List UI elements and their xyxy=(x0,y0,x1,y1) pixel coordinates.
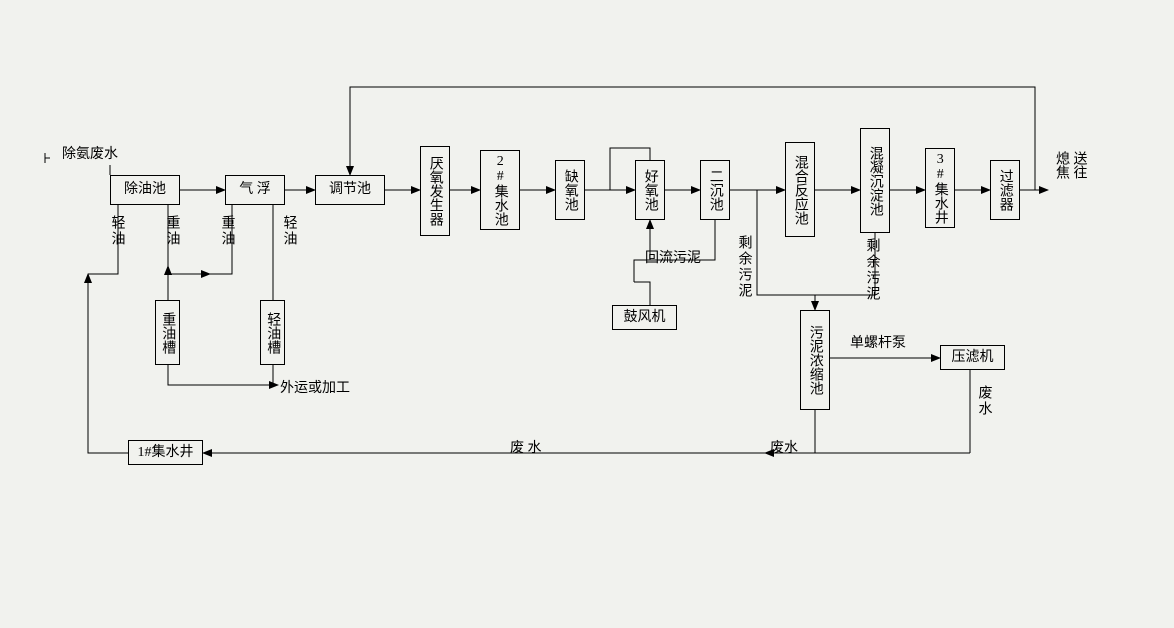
node-label: 1#集水井 xyxy=(138,444,194,462)
node-n_float: 气 浮 xyxy=(225,175,285,205)
label-l_waste1: 废 水 xyxy=(510,440,542,458)
label-l_light2: 轻油 xyxy=(280,215,298,247)
node-n_coag: 混凝沉淀池 xyxy=(860,128,890,233)
node-label: 气 浮 xyxy=(239,181,271,199)
node-label: 二沉池 xyxy=(706,169,724,211)
node-label: 除氨废水 xyxy=(62,146,118,164)
node-label: 厌氧发生器 xyxy=(426,156,444,226)
node-label: 2#集水池 xyxy=(491,154,509,226)
node-n_sec: 二沉池 xyxy=(700,160,730,220)
node-n_thick: 污泥浓缩池 xyxy=(800,310,830,410)
node-n_well3: 3#集水井 xyxy=(925,148,955,228)
node-label: 过滤器 xyxy=(996,169,1014,211)
node-label: 压滤机 xyxy=(952,349,994,367)
label-l_return: 回流污泥 xyxy=(645,250,701,268)
flowchart-stage: 除氨废水除油池 气 浮 调节池 厌氧发生器 2#集水池 缺氧池 好氧池 二沉池 混合反应池 混凝沉… xyxy=(0,0,1174,628)
edge-tanks-out xyxy=(168,365,273,385)
node-n_well2: 2#集水池 xyxy=(480,150,520,230)
node-label: 混凝沉淀池 xyxy=(866,146,884,216)
node-n_out: 送往熄焦 xyxy=(1050,145,1090,185)
label-l_heavy2: 重油 xyxy=(218,215,236,247)
node-n_oil: 除油池 xyxy=(110,175,180,205)
label-l_surplus1: 剩余污泥 xyxy=(735,235,753,299)
node-label: 混合反应池 xyxy=(791,155,809,225)
node-n_adjust: 调节池 xyxy=(315,175,385,205)
label-l_waste2: 废水 xyxy=(770,440,798,458)
node-n_filter: 过滤器 xyxy=(990,160,1020,220)
node-n_mix: 混合反应池 xyxy=(785,142,815,237)
node-label: 送往熄焦 xyxy=(1053,145,1088,185)
node-label: 鼓风机 xyxy=(624,309,666,327)
node-label: 调节池 xyxy=(329,181,371,199)
label-l_pump: 单螺杆泵 xyxy=(850,335,906,353)
node-label: 3#集水井 xyxy=(931,152,949,224)
node-label: 重油槽 xyxy=(159,312,177,354)
edge-well1-up xyxy=(88,274,128,453)
node-n_anoxic: 缺氧池 xyxy=(555,160,585,220)
label-l_surplus2: 剩余污泥 xyxy=(863,238,881,302)
label-l_waste3: 废水 xyxy=(975,385,993,417)
label-l_heavy1: 重油 xyxy=(163,215,181,247)
node-n_light: 轻油槽 xyxy=(260,300,285,365)
label-l_light1: 轻油 xyxy=(108,215,126,247)
node-n_blower: 鼓风机 xyxy=(612,305,677,330)
node-n_well1: 1#集水井 xyxy=(128,440,203,465)
node-n_press: 压滤机 xyxy=(940,345,1005,370)
node-label: 除油池 xyxy=(124,181,166,199)
node-n_heavy: 重油槽 xyxy=(155,300,180,365)
node-label: 好氧池 xyxy=(641,169,659,211)
edge-blower-to-aerobic xyxy=(634,282,650,305)
node-label: 污泥浓缩池 xyxy=(806,325,824,395)
node-label: 缺氧池 xyxy=(561,169,579,211)
node-label: 轻油槽 xyxy=(264,312,282,354)
node-n_inlet: 除氨废水 xyxy=(50,145,130,165)
node-n_aerobic: 好氧池 xyxy=(635,160,665,220)
node-n_anaerobic: 厌氧发生器 xyxy=(420,146,450,236)
label-l_export: 外运或加工 xyxy=(280,380,350,398)
